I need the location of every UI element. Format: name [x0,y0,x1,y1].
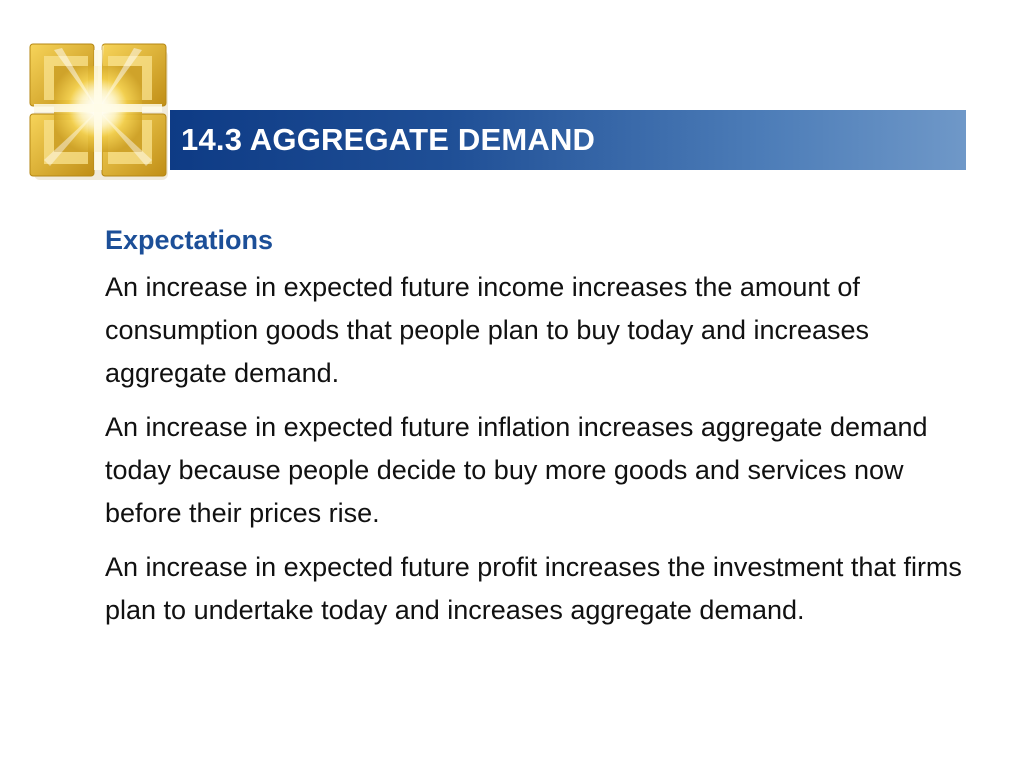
golden-window-logo-icon [24,40,172,182]
slide-title: 14.3 AGGREGATE DEMAND [181,122,596,157]
paragraph-inflation: An increase in expected future inflation… [105,412,928,528]
title-bar: 14.3 AGGREGATE DEMAND [170,110,966,170]
paragraph-income: An increase in expected future income in… [105,272,870,388]
section-heading: Expectations [105,225,274,255]
paragraph-profit: An increase in expected future profit in… [105,552,962,625]
slide-body: Expectations An increase in expected fut… [105,220,975,643]
